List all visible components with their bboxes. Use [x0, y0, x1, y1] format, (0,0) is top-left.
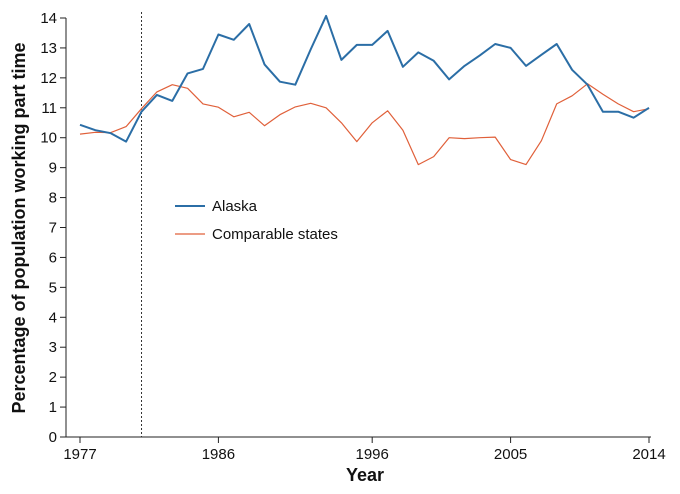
y-tick-label: 4 — [49, 309, 57, 326]
y-tick-label: 13 — [40, 40, 57, 57]
x-axis-ticks: 1977 1986 1996 2005 2014 — [63, 437, 666, 463]
x-tick-label: 1977 — [63, 446, 96, 463]
y-tick-label: 14 — [40, 10, 57, 27]
y-tick-label: 5 — [49, 279, 57, 296]
y-tick-label: 7 — [49, 220, 57, 237]
y-axis-title: Percentage of population working part ti… — [9, 42, 29, 413]
x-axis-title: Year — [346, 465, 384, 485]
legend-label-comparable-states: Comparable states — [212, 226, 338, 243]
x-tick-label: 2005 — [494, 446, 527, 463]
legend: Alaska Comparable states — [175, 198, 338, 243]
series-line-alaska — [79, 14, 650, 143]
y-tick-label: 3 — [49, 339, 57, 356]
y-tick-label: 2 — [49, 369, 57, 386]
y-tick-label: 6 — [49, 249, 57, 266]
series-lines — [79, 14, 650, 166]
x-tick-label: 1986 — [202, 446, 235, 463]
y-tick-label: 8 — [49, 190, 57, 207]
y-tick-label: 11 — [41, 100, 57, 117]
y-tick-label: 10 — [40, 130, 57, 147]
y-tick-label: 1 — [49, 399, 57, 416]
y-tick-label: 12 — [40, 70, 57, 87]
series-line-comparable-states — [79, 83, 650, 166]
legend-label-alaska: Alaska — [212, 198, 258, 215]
x-tick-label: 2014 — [632, 446, 665, 463]
y-tick-label: 0 — [49, 429, 57, 446]
y-tick-label: 9 — [49, 160, 57, 177]
x-tick-label: 1996 — [356, 446, 389, 463]
